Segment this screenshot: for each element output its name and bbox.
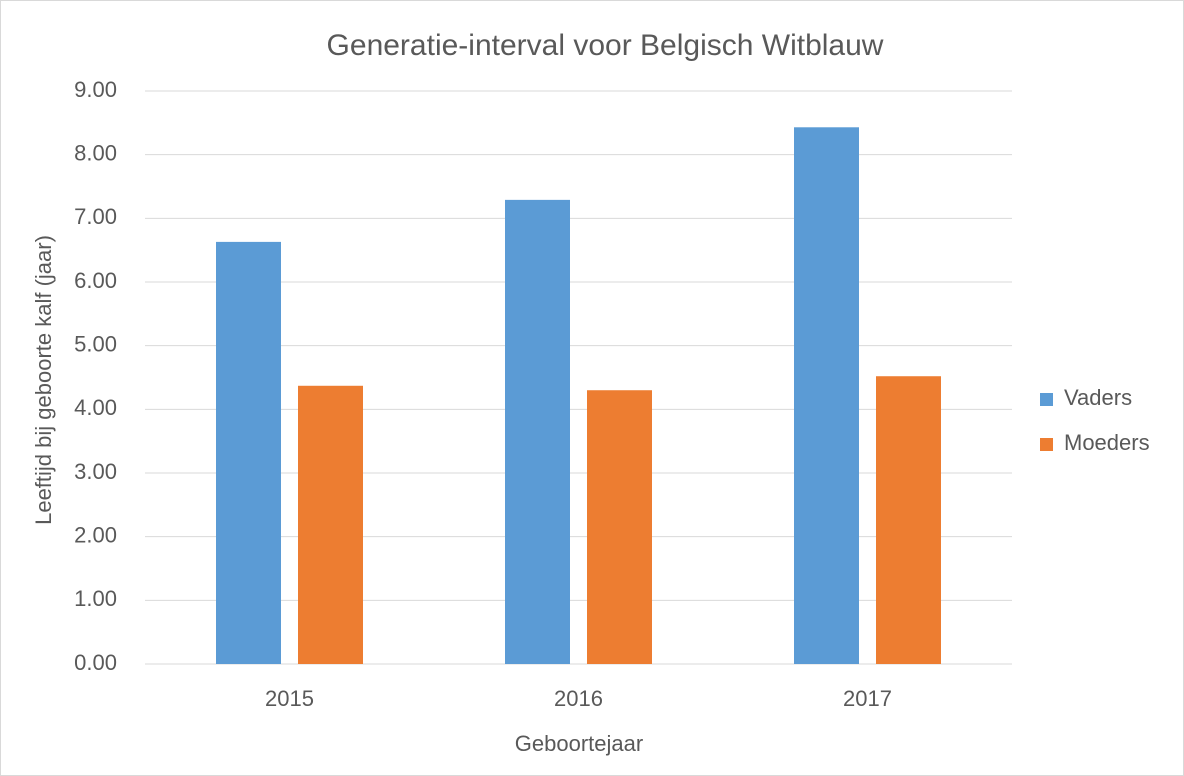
x-tick-label: 2017: [843, 686, 892, 711]
y-tick-label: 6.00: [74, 268, 117, 293]
x-axis-title: Geboortejaar: [515, 731, 643, 756]
legend-label: Vaders: [1064, 385, 1132, 410]
bar: [794, 127, 859, 665]
y-tick-label: 5.00: [74, 331, 117, 356]
y-tick-label: 2.00: [74, 522, 117, 547]
bar: [505, 199, 570, 664]
bar: [876, 376, 941, 664]
y-tick-label: 4.00: [74, 395, 117, 420]
y-tick-label: 9.00: [74, 77, 117, 102]
y-tick-label: 8.00: [74, 140, 117, 165]
bar: [587, 390, 652, 664]
x-tick-label: 2015: [265, 686, 314, 711]
chart-title: Generatie-interval voor Belgisch Witblau…: [327, 29, 884, 62]
legend-label: Moeders: [1064, 430, 1150, 455]
legend-swatch: [1040, 393, 1053, 406]
y-axis-title: Leeftijd bij geboorte kalf (jaar): [31, 235, 56, 525]
y-tick-label: 3.00: [74, 459, 117, 484]
y-tick-label: 7.00: [74, 204, 117, 229]
bar: [298, 385, 363, 664]
bar: [216, 241, 281, 664]
y-tick-label: 1.00: [74, 586, 117, 611]
y-tick-label: 0.00: [74, 650, 117, 675]
legend-swatch: [1040, 438, 1053, 451]
x-tick-label: 2016: [554, 686, 603, 711]
